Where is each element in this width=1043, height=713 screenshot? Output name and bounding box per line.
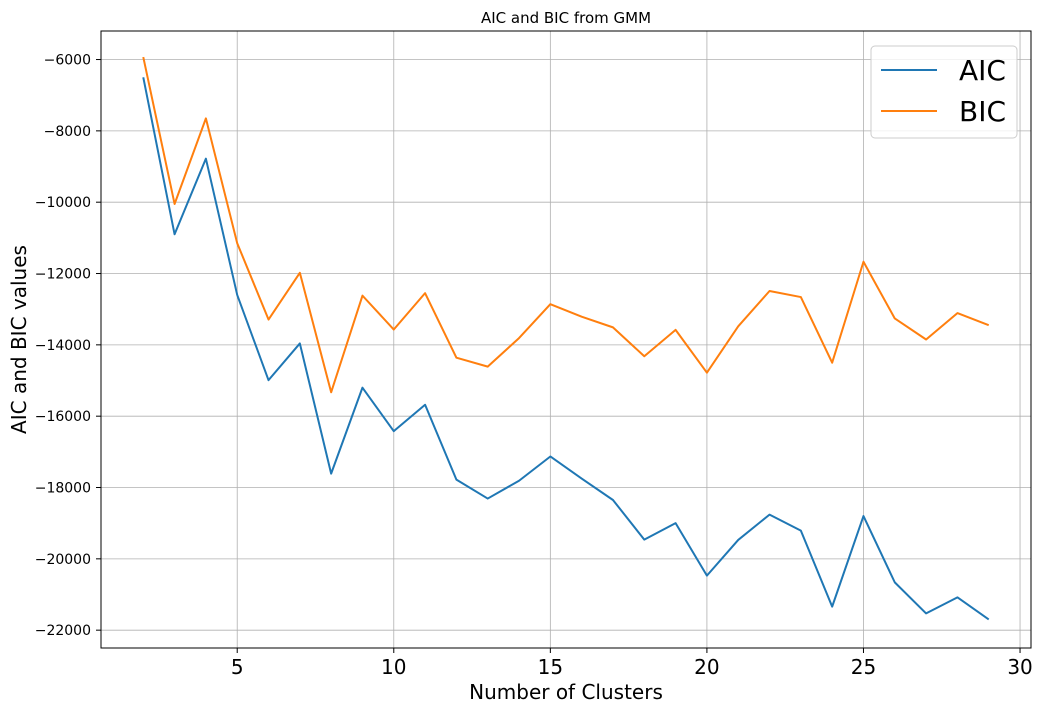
x-tick-label: 10 [381,655,406,679]
legend-label: BIC [959,95,1006,128]
x-tick-label: 30 [1007,655,1032,679]
legend: AIC BIC [870,45,1018,139]
x-axis-label: Number of Clusters [469,680,663,704]
series-line-bic [142,56,990,394]
y-tick-label: −16000 [35,409,91,425]
y-tick-label: −8000 [44,124,91,140]
y-tick-label: −22000 [35,623,91,639]
plot-frame [100,30,1032,649]
ticks: 5 10 15 20 25 30 −22000 −20000 −18000 −16000 −1400… [35,53,1033,679]
y-axis-label: AIC and BIC values [7,245,31,434]
y-tick-label: −14000 [35,338,91,354]
y-tick-label: −18000 [35,481,91,497]
y-tick-label: −10000 [35,195,91,211]
grid [101,31,1031,648]
y-tick-label: −20000 [35,552,91,568]
y-tick-label: −6000 [44,53,91,69]
series-line-aic [142,77,990,621]
x-tick-label: 20 [694,655,719,679]
series-layer [142,56,990,621]
x-tick-label: 5 [231,655,244,679]
chart-title: AIC and BIC from GMM [481,9,651,27]
x-tick-label: 15 [538,655,563,679]
x-tick-label: 25 [851,655,876,679]
y-tick-label: −12000 [35,267,91,283]
legend-label: AIC [959,54,1006,87]
